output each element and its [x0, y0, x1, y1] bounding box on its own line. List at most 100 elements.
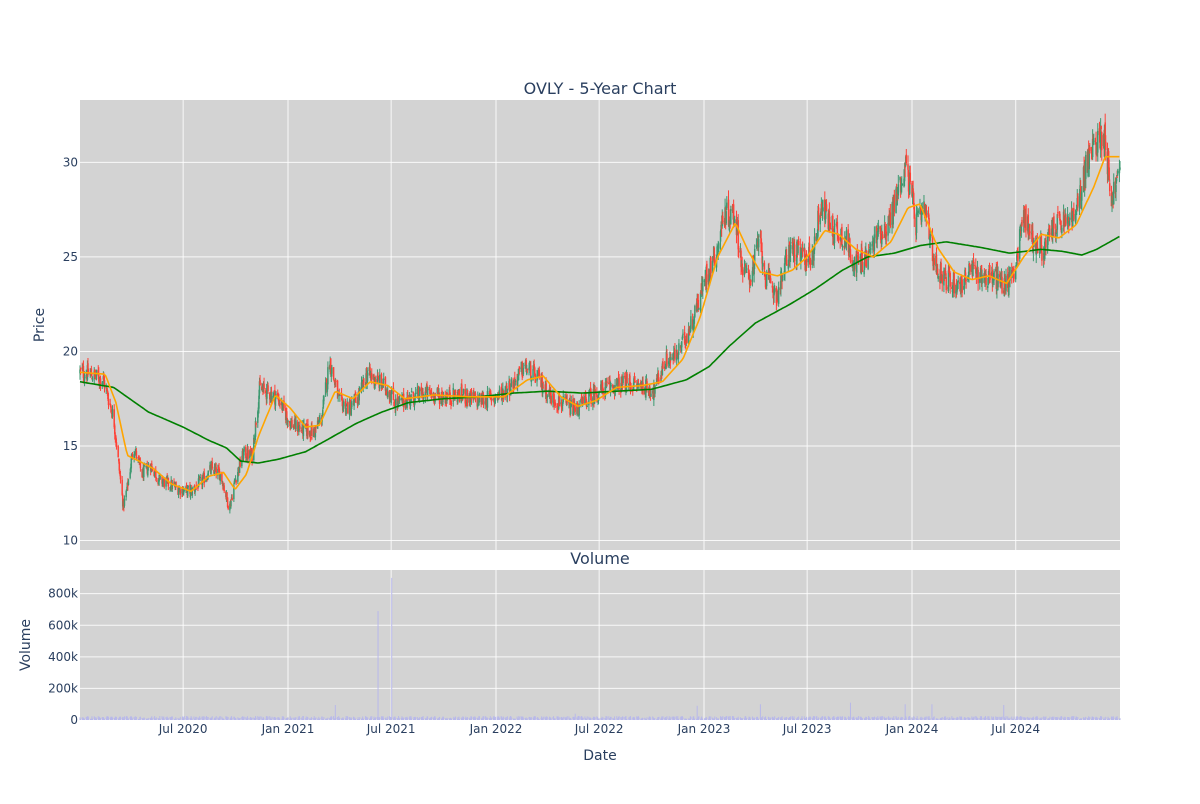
candle-body: [674, 349, 676, 360]
candle-body: [297, 430, 300, 432]
volume-bar: [1003, 717, 1005, 720]
candle-body: [514, 377, 516, 383]
volume-bar: [390, 717, 392, 720]
volume-bar: [277, 717, 279, 720]
volume-bar: [779, 718, 781, 720]
volume-bar: [637, 716, 639, 720]
volume-plot-background: [80, 570, 1120, 720]
volume-bar: [849, 702, 851, 720]
volume-bar: [669, 718, 671, 720]
volume-bar: [653, 718, 655, 720]
volume-bar: [704, 718, 706, 720]
candle-body: [841, 245, 844, 248]
candle-body: [319, 417, 321, 420]
volume-bar: [261, 719, 263, 720]
volume-bar: [239, 718, 241, 720]
candle-body: [867, 251, 870, 253]
volume-bar: [865, 716, 867, 720]
candle-body: [987, 285, 989, 289]
volume-bar: [979, 718, 981, 720]
candle-body: [182, 488, 185, 494]
volume-bar: [1087, 717, 1089, 720]
volume-bar: [767, 716, 769, 720]
candle-body: [883, 236, 885, 238]
candle-body: [610, 385, 612, 387]
volume-bar: [126, 716, 128, 720]
volume-bar: [1075, 716, 1077, 720]
candle-body: [1101, 132, 1103, 151]
candle-body: [780, 271, 782, 289]
volume-bar: [712, 717, 714, 720]
volume-bar: [227, 717, 229, 720]
candle-body: [159, 475, 162, 477]
volume-bar: [171, 716, 173, 720]
candle-body: [1041, 251, 1043, 261]
volume-bar: [586, 718, 588, 720]
volume-bar: [237, 718, 239, 720]
volume-bar: [372, 718, 374, 720]
volume-bar: [764, 717, 766, 720]
volume-bar: [254, 718, 256, 720]
candle-body: [708, 275, 711, 281]
volume-bar: [327, 717, 329, 720]
volume-bar: [403, 717, 405, 720]
volume-bar: [964, 717, 966, 720]
volume-bar: [558, 717, 560, 720]
volume-bar: [601, 716, 603, 720]
volume-bar: [379, 717, 381, 720]
volume-bar: [175, 717, 177, 720]
volume-bar: [100, 717, 102, 720]
candle-body: [903, 170, 906, 182]
volume-bar: [405, 717, 407, 720]
volume-bar: [604, 718, 606, 720]
volume-bar: [668, 716, 670, 720]
volume-bar: [844, 716, 846, 720]
volume-bar: [497, 718, 499, 720]
volume-bar: [553, 718, 555, 720]
volume-bar: [1048, 718, 1050, 720]
candle-body: [871, 244, 873, 247]
volume-bar: [762, 716, 764, 720]
candle-body: [1065, 217, 1067, 226]
candle-body: [354, 394, 356, 396]
volume-bar: [241, 716, 243, 720]
volume-bar: [249, 716, 251, 720]
volume-bar: [203, 716, 205, 720]
volume-bar: [190, 717, 192, 720]
candle-body: [596, 396, 599, 400]
volume-bar: [158, 718, 160, 720]
volume-bar: [473, 717, 475, 720]
volume-bar: [796, 717, 798, 720]
volume-bar: [195, 716, 197, 720]
candle-body: [402, 393, 405, 407]
volume-bar: [873, 718, 875, 720]
candle-body: [654, 384, 656, 394]
volume-bar: [810, 717, 812, 720]
candle-body: [322, 409, 324, 419]
candle-body: [745, 268, 748, 271]
candle-body: [781, 274, 783, 282]
candle-body: [1116, 176, 1118, 178]
volume-bar: [354, 717, 356, 720]
volume-bar: [1097, 717, 1099, 720]
volume-bar: [876, 717, 878, 720]
volume-bar: [490, 717, 492, 720]
volume-bar: [490, 718, 492, 720]
candle-body: [269, 398, 272, 400]
candle-body: [726, 202, 728, 209]
volume-bar: [999, 718, 1001, 720]
volume-bar: [375, 717, 377, 720]
candle-body: [259, 379, 261, 386]
candle-body: [1058, 211, 1061, 216]
candle-body: [257, 411, 259, 423]
candle-body: [993, 271, 995, 281]
volume-bar: [955, 718, 957, 720]
candle-body: [206, 477, 209, 480]
volume-bar: [378, 717, 380, 720]
volume-bar: [665, 717, 667, 720]
volume-bar: [1079, 719, 1081, 720]
volume-bar: [892, 718, 894, 720]
candle-body: [553, 394, 555, 405]
candle-body: [254, 421, 257, 437]
candle-body: [375, 378, 377, 384]
